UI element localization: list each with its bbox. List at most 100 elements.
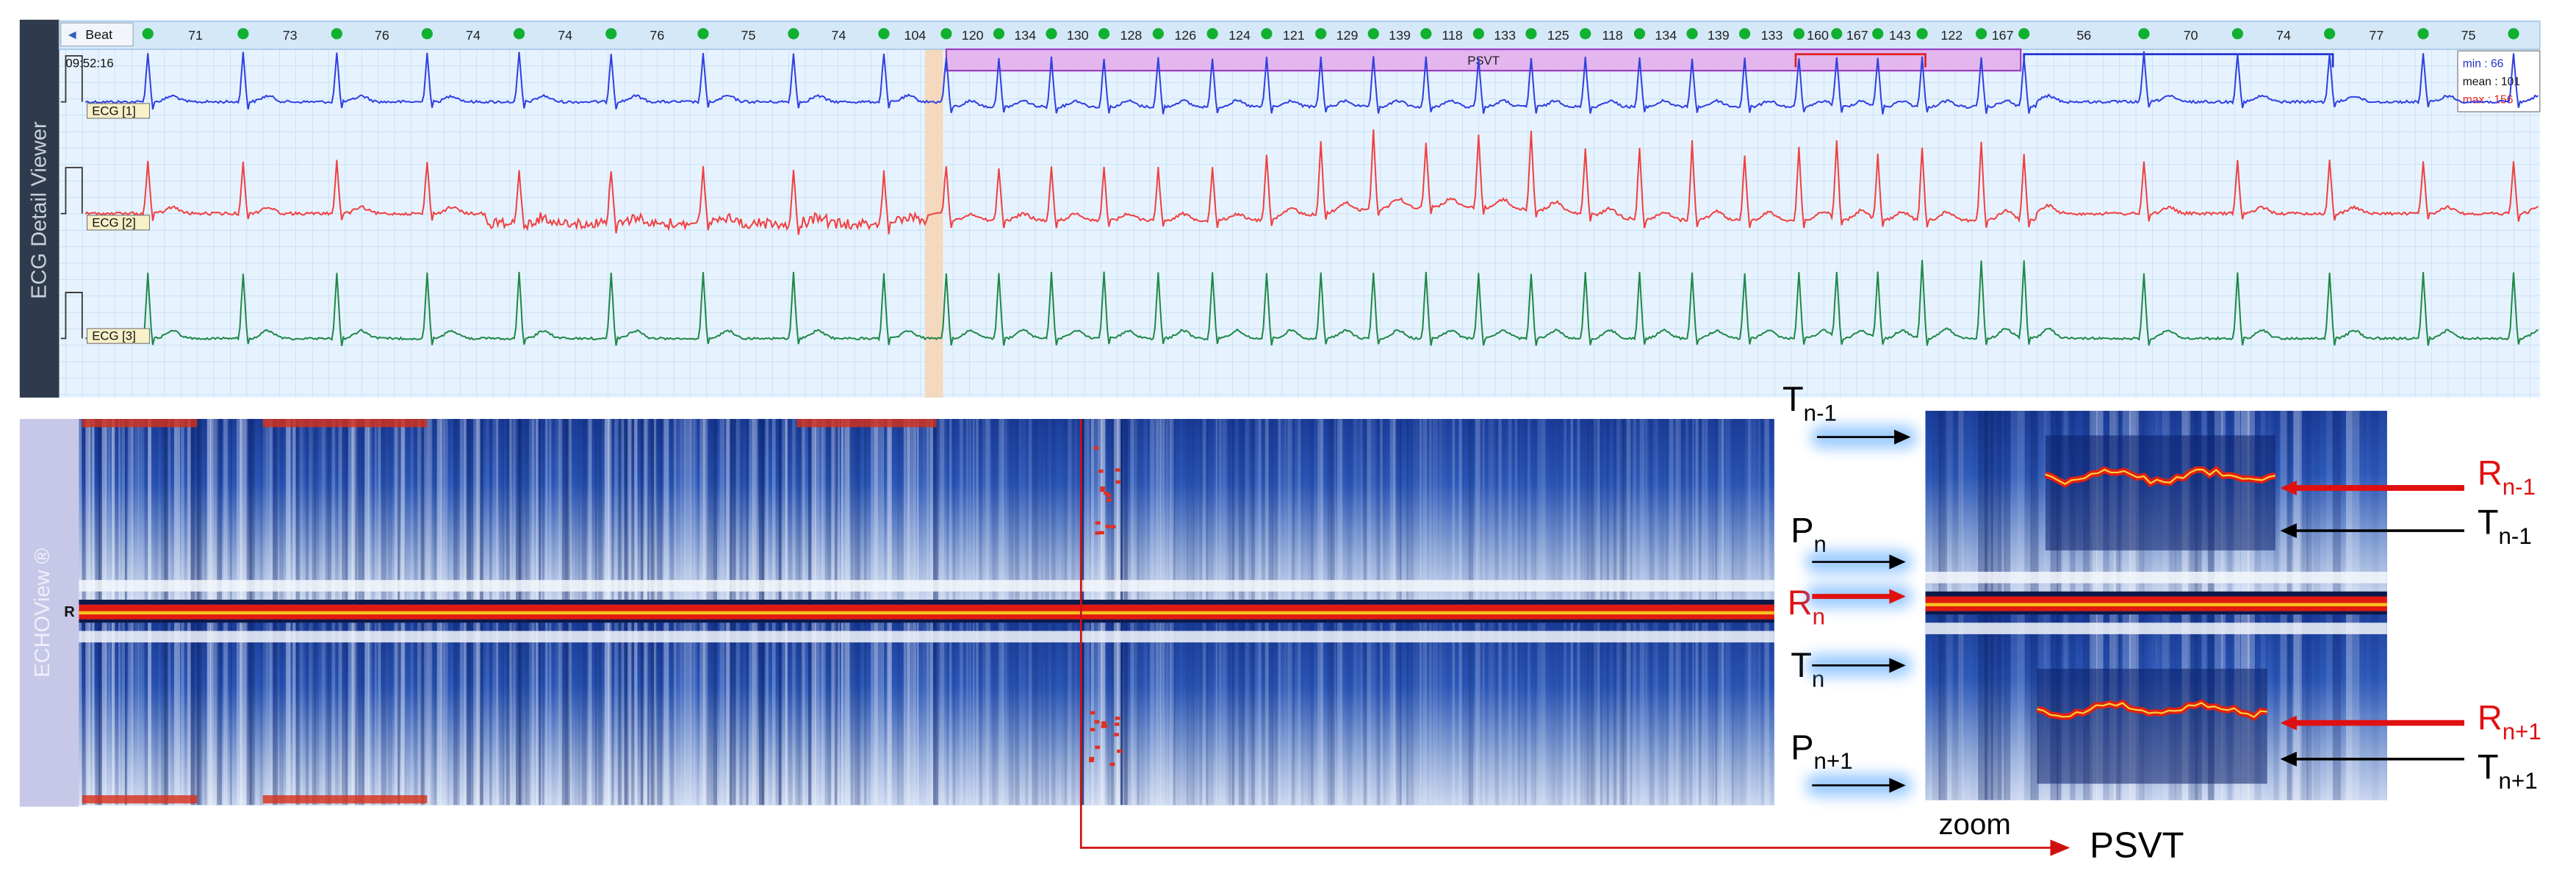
- channel-labels: ECG [1] ECG [2] ECG [3]: [86, 103, 151, 344]
- beat-dot: [1367, 28, 1379, 40]
- calibration-pulse: [60, 55, 83, 103]
- beat-value: 167: [1992, 28, 2014, 43]
- ecg-trace: [84, 129, 2539, 235]
- echo-speckle: [1101, 721, 1107, 725]
- beat-label: Beat: [85, 27, 112, 42]
- viewer-title: ECG Detail Viewer: [28, 121, 51, 299]
- beat-arrow: ◄: [65, 27, 79, 42]
- echo-edge: [82, 794, 198, 804]
- beat-value: 134: [1014, 28, 1036, 43]
- beat-dot: [237, 28, 249, 40]
- beat-value: 133: [1761, 28, 1783, 43]
- arrow-head: [2280, 480, 2297, 496]
- arrow-head: [2280, 751, 2297, 767]
- beat-dot: [2508, 28, 2519, 40]
- echo-sidebar: [19, 419, 79, 807]
- episode-label: PSVT: [1467, 54, 1500, 68]
- echo-speckle: [1089, 756, 1095, 761]
- echo-speckle: [1104, 491, 1109, 495]
- annotation-label: Tn-1: [2478, 503, 2532, 549]
- beat-dot: [1793, 28, 1805, 40]
- annotation-label: Pn: [1791, 511, 1827, 557]
- zoom-image: [1925, 410, 2387, 800]
- beat-dot: [1206, 28, 1218, 40]
- annotation-label: Tn-1: [1782, 379, 1837, 426]
- beat-value: 118: [1602, 28, 1623, 43]
- ecg-traces: [60, 51, 2539, 346]
- echo-speckle: [1095, 745, 1100, 750]
- r-marker: R: [64, 604, 75, 620]
- psvt-connector: [1079, 419, 2054, 849]
- channel-tag: [86, 215, 151, 231]
- annotation-sub: n-1: [2503, 474, 2536, 500]
- beat-value: 73: [283, 28, 298, 43]
- echo-band: [79, 419, 1774, 603]
- beat-dot: [1580, 28, 1591, 40]
- calibration-pulse: [60, 167, 83, 215]
- beat-value: 121: [1283, 28, 1305, 43]
- beat-value: 122: [1940, 28, 1962, 43]
- time-label: 09:52:16: [65, 57, 113, 71]
- beat-dot: [2417, 28, 2429, 40]
- beat-value: 74: [832, 28, 846, 43]
- zoom-label: zoom: [1938, 808, 2010, 841]
- beat-dot: [1315, 28, 1327, 40]
- beat-button[interactable]: [60, 22, 134, 47]
- beat-dot: [142, 28, 154, 40]
- psvt-label: PSVT: [2090, 825, 2184, 866]
- arrow-head: [2280, 523, 2297, 539]
- beat-dot: [421, 28, 433, 40]
- annotation-base: P: [1791, 511, 1813, 550]
- beat-value: 160: [1807, 28, 1829, 43]
- beat-dot: [1975, 28, 1987, 40]
- beat-row: 71 73 76 74 74 76 75 74 104 120 134 130 128 126 124 121…: [142, 28, 2519, 43]
- beat-dot: [1525, 28, 1537, 40]
- beat-dot: [1738, 28, 1751, 40]
- beat-dot: [1831, 28, 1843, 40]
- beat-value: 134: [1655, 28, 1677, 43]
- zoom-r-core: [2045, 468, 2276, 485]
- arrow-head: [1894, 429, 1911, 445]
- beat-dot: [331, 28, 342, 40]
- arrow-head: [2280, 715, 2297, 731]
- annotation-sub: n+1: [1814, 748, 1853, 774]
- beat-dot: [1633, 28, 1646, 40]
- echo-title: ECHOView ®: [31, 548, 54, 678]
- beat-value: 120: [962, 28, 984, 43]
- echo-r-core: [1925, 603, 2387, 606]
- echo-speckle: [1109, 762, 1115, 767]
- beat-dot: [2231, 28, 2243, 40]
- stats-mean: mean : 101: [2463, 76, 2520, 88]
- beat-bar: [58, 21, 2541, 50]
- calibration-pulse: [60, 292, 83, 340]
- beat-value: 71: [188, 28, 203, 43]
- beat-dot: [1261, 28, 1273, 40]
- zoom-dark: [2045, 435, 2275, 550]
- annotation-base: R: [2478, 698, 2503, 737]
- beat-value: 126: [1174, 28, 1196, 43]
- channel-tag: [86, 103, 151, 119]
- stats-max: max : 156: [2463, 94, 2514, 107]
- annotation-label: Tn+1: [2478, 747, 2538, 794]
- annotation-base: T: [2478, 747, 2499, 786]
- echo-speckle: [1115, 468, 1120, 472]
- annotation-base: T: [2478, 503, 2499, 542]
- echo-image: [79, 419, 1774, 806]
- annotation-base: T: [1782, 379, 1804, 418]
- echo-speckle: [1114, 733, 1119, 736]
- beat-value: 129: [1336, 28, 1359, 43]
- channel-label: ECG [2]: [92, 215, 136, 229]
- beat-value: 77: [2369, 28, 2383, 43]
- annotation-label: Rn-1: [2478, 453, 2536, 499]
- zoom-r-core: [2037, 702, 2267, 718]
- echo-speckle: [1090, 711, 1095, 715]
- beat-value: 74: [466, 28, 481, 43]
- echo-edge: [82, 419, 198, 428]
- beat-value: 75: [2461, 28, 2476, 43]
- ecg-trace: [85, 259, 2539, 346]
- echo-band: [79, 623, 1774, 806]
- beat-dot: [788, 28, 799, 40]
- beat-dot: [1916, 28, 1928, 40]
- echo-speckle: [1094, 720, 1100, 724]
- channel-label: ECG [3]: [92, 329, 136, 343]
